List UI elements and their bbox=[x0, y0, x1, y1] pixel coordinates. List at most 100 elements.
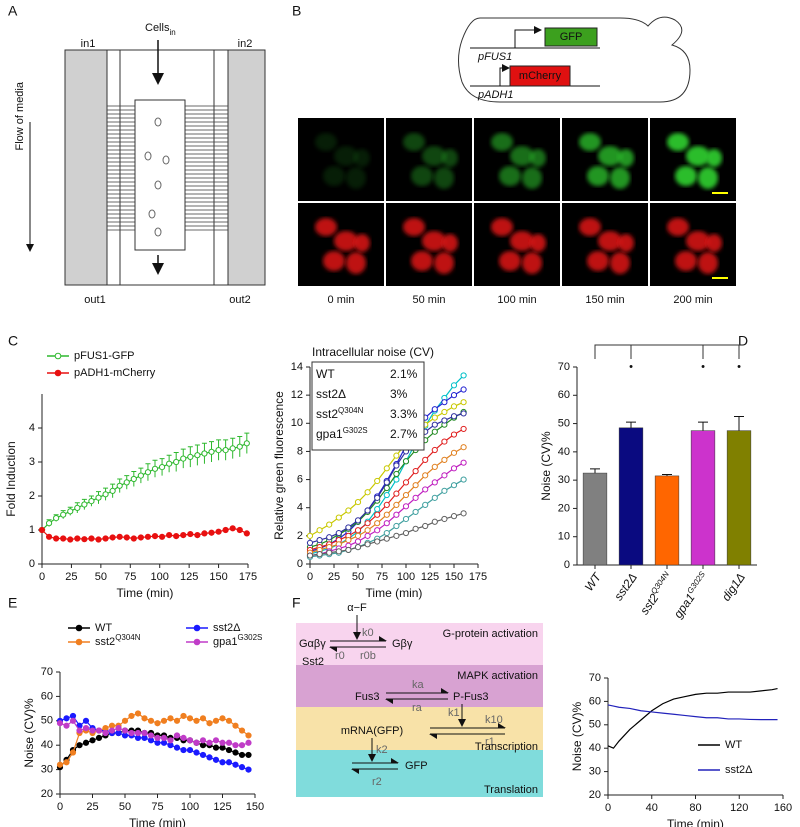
cell bbox=[675, 251, 697, 271]
point bbox=[109, 487, 116, 494]
point bbox=[199, 751, 207, 759]
point bbox=[102, 729, 109, 737]
point bbox=[441, 417, 448, 424]
cell bbox=[403, 218, 425, 236]
point bbox=[215, 528, 222, 535]
cell bbox=[686, 146, 710, 166]
species: α−F bbox=[347, 602, 367, 614]
panel-label: C bbox=[8, 333, 18, 349]
bar bbox=[726, 430, 752, 566]
point bbox=[245, 739, 252, 746]
legend-entry: sst2Q304N bbox=[95, 633, 141, 648]
x-tick-label: 175 bbox=[469, 571, 487, 583]
time-label: 100 min bbox=[497, 294, 536, 306]
point bbox=[137, 534, 144, 541]
point bbox=[134, 710, 142, 717]
panel-label: D bbox=[738, 333, 748, 349]
point bbox=[186, 746, 194, 754]
point bbox=[460, 399, 467, 406]
point bbox=[374, 494, 381, 501]
label-text: WT bbox=[316, 367, 335, 381]
point bbox=[212, 744, 220, 751]
cells bbox=[144, 117, 170, 237]
point bbox=[374, 477, 381, 485]
rate: r2 bbox=[372, 776, 382, 788]
point bbox=[383, 511, 390, 518]
point bbox=[354, 498, 362, 506]
point bbox=[383, 520, 390, 527]
point bbox=[245, 766, 252, 773]
promoter-label: pADH1 bbox=[477, 89, 513, 101]
error-bar bbox=[590, 468, 600, 474]
point bbox=[45, 520, 53, 527]
x-tick-label: 175 bbox=[239, 571, 257, 583]
label-text: sst2Δ bbox=[725, 764, 753, 776]
cell bbox=[587, 166, 609, 186]
point bbox=[306, 552, 314, 559]
point bbox=[412, 482, 419, 489]
point bbox=[354, 527, 362, 534]
x-tick-label: 125 bbox=[213, 801, 231, 813]
point bbox=[364, 532, 371, 539]
cell bbox=[510, 231, 534, 251]
cell bbox=[354, 149, 370, 167]
error-bar bbox=[734, 416, 744, 431]
point bbox=[243, 530, 250, 537]
point bbox=[102, 535, 109, 542]
point bbox=[173, 458, 180, 466]
y-tick-label: 50 bbox=[589, 719, 601, 731]
point bbox=[151, 533, 159, 540]
label-text: gpa1 bbox=[213, 636, 237, 648]
y-axis-label: Noise (CV)% bbox=[22, 698, 36, 768]
cell bbox=[491, 133, 513, 151]
point bbox=[141, 729, 148, 737]
point bbox=[180, 532, 187, 539]
y-tick-label: 8 bbox=[297, 445, 303, 457]
point bbox=[219, 715, 226, 722]
point bbox=[345, 524, 352, 531]
species: Sst2 bbox=[302, 656, 324, 668]
point bbox=[144, 469, 152, 476]
label-text: pADH1-mCherry bbox=[74, 367, 156, 379]
point bbox=[69, 717, 77, 724]
point bbox=[232, 722, 239, 729]
label-sup: Q304N bbox=[115, 633, 141, 642]
inset-value: 3% bbox=[390, 387, 408, 401]
label-text: sst2Δ bbox=[611, 571, 640, 604]
time-label: 0 min bbox=[328, 294, 355, 306]
point bbox=[232, 742, 239, 749]
y-tick-label: 40 bbox=[589, 742, 601, 754]
cell bbox=[499, 251, 521, 271]
y-tick-label: 20 bbox=[41, 788, 53, 800]
point bbox=[115, 725, 122, 732]
error-bar bbox=[698, 421, 708, 431]
point bbox=[67, 508, 74, 515]
point bbox=[431, 414, 438, 421]
rate: k10 bbox=[485, 714, 503, 726]
point bbox=[219, 759, 226, 766]
point bbox=[123, 479, 130, 486]
species: Gαβγ bbox=[299, 638, 326, 650]
point bbox=[81, 536, 88, 543]
x-tick-label: 25 bbox=[328, 571, 340, 583]
legend-marker bbox=[75, 624, 83, 632]
legend-marker bbox=[54, 369, 62, 377]
y-axis-label: Relative green fluorescence bbox=[272, 391, 286, 540]
promoter-arrow bbox=[514, 26, 542, 48]
label-sup: G302S bbox=[685, 569, 707, 595]
cell bbox=[530, 149, 546, 167]
band-label: G-protein activation bbox=[443, 628, 538, 640]
x-tick-label: sst2Δ bbox=[611, 571, 640, 604]
band bbox=[296, 623, 543, 665]
point bbox=[335, 514, 342, 521]
point bbox=[354, 532, 362, 539]
point bbox=[431, 479, 438, 486]
cell bbox=[354, 234, 370, 252]
point bbox=[441, 515, 448, 523]
cell bbox=[667, 218, 689, 236]
y-tick-label: 3 bbox=[29, 456, 35, 468]
y-tick-label: 50 bbox=[41, 715, 53, 727]
point bbox=[383, 491, 390, 499]
cell bbox=[499, 166, 521, 186]
